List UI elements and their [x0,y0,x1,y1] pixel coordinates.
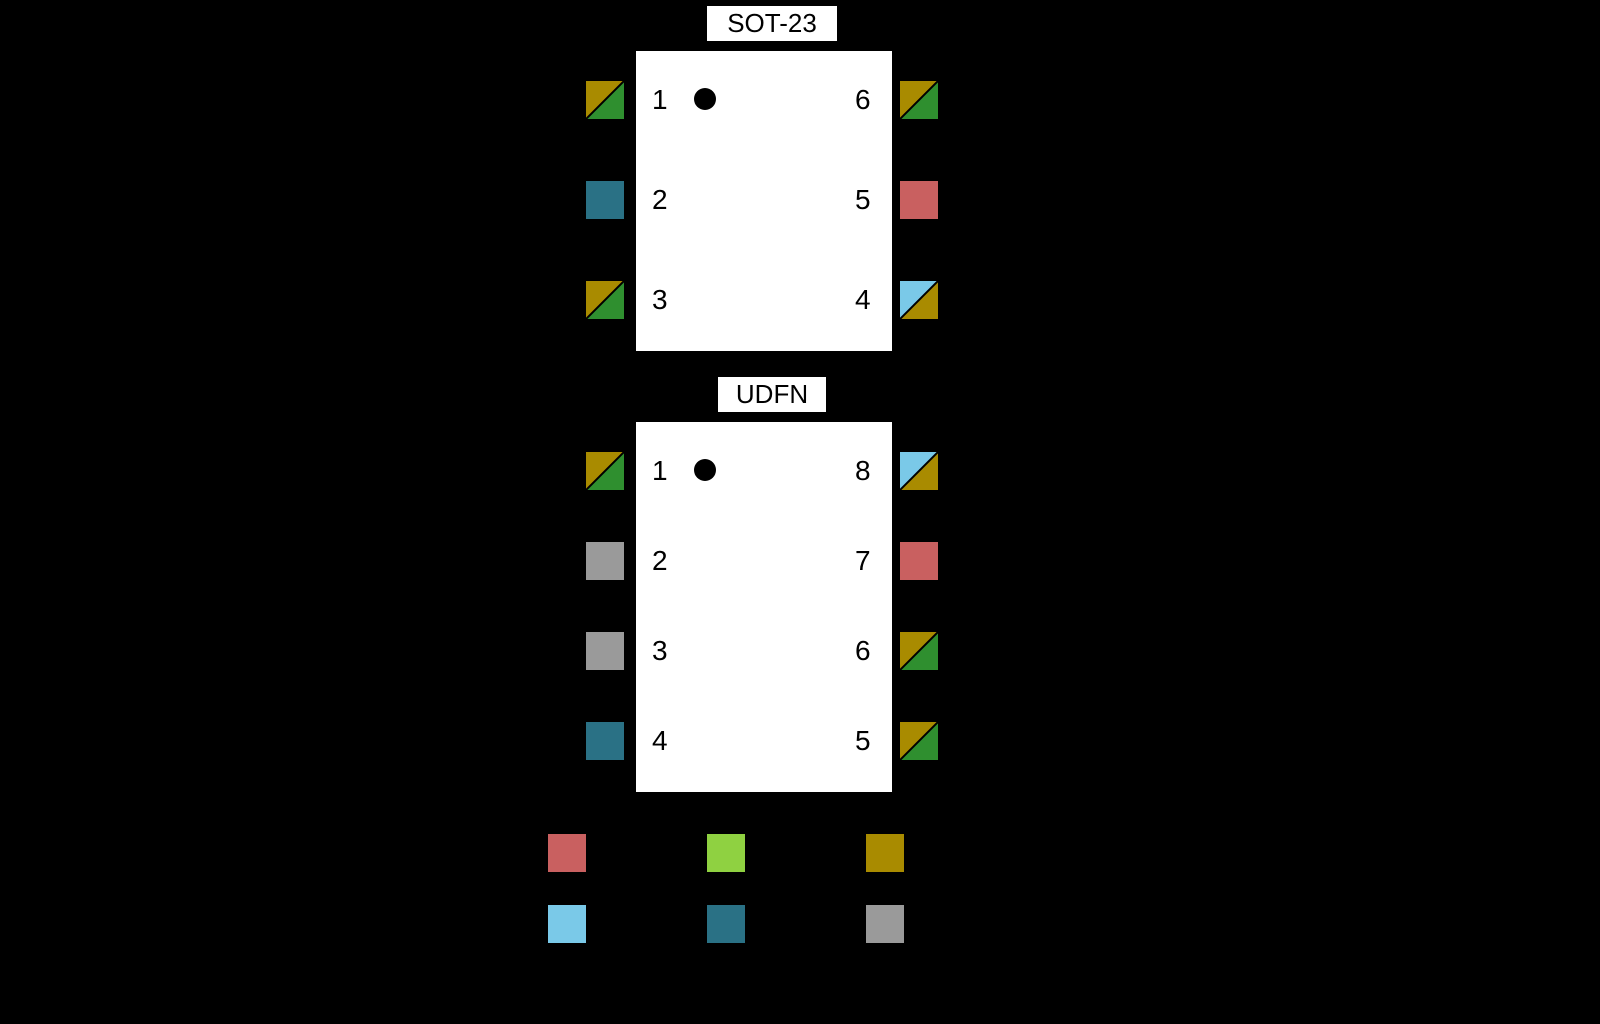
sot23-pin5-pad [898,179,940,221]
sot23-pin1-dot [694,88,716,110]
sot23-pin4-pad [898,279,940,321]
legend-swatch-1-0 [546,903,588,945]
sot23-pin2-pad [584,179,626,221]
udfn-pin7-number: 7 [855,545,871,577]
sot23-pin5-number: 5 [855,184,871,216]
udfn-pin6-pad [898,630,940,672]
udfn-pin6-number: 6 [855,635,871,667]
udfn-pin1-number: 1 [652,455,668,487]
udfn-pin3-number: 3 [652,635,668,667]
sot23-pin3-number: 3 [652,284,668,316]
udfn-pin3-pad [584,630,626,672]
udfn-pin2-pad [584,540,626,582]
legend-swatch-0-0 [546,832,588,874]
sot23-pin6-pad [898,79,940,121]
udfn-pin5-pad [898,720,940,762]
sot23-pin2-number: 2 [652,184,668,216]
legend-swatch-1-2 [864,903,906,945]
udfn-label: UDFN [716,375,828,414]
legend-swatch-0-1 [705,832,747,874]
legend-swatch-0-2 [864,832,906,874]
sot23-pin1-pad [584,79,626,121]
udfn-pin7-pad [898,540,940,582]
sot23-pin6-number: 6 [855,84,871,116]
udfn-pin1-pad [584,450,626,492]
legend-swatch-1-1 [705,903,747,945]
udfn-pin4-number: 4 [652,725,668,757]
sot23-pin3-pad [584,279,626,321]
udfn-pin4-pad [584,720,626,762]
udfn-pin2-number: 2 [652,545,668,577]
sot23-label: SOT-23 [705,4,839,43]
udfn-pin1-dot [694,459,716,481]
sot23-pin4-number: 4 [855,284,871,316]
udfn-pin5-number: 5 [855,725,871,757]
udfn-pin8-pad [898,450,940,492]
sot23-pin1-number: 1 [652,84,668,116]
udfn-pin8-number: 8 [855,455,871,487]
